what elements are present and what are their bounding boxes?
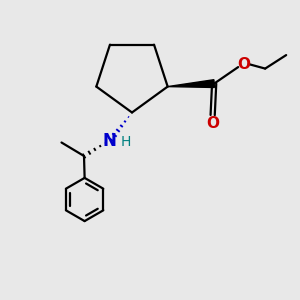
Text: O: O [206,116,219,131]
Text: N: N [103,132,116,150]
Polygon shape [168,80,214,88]
Text: O: O [237,57,250,72]
Text: H: H [120,136,130,149]
